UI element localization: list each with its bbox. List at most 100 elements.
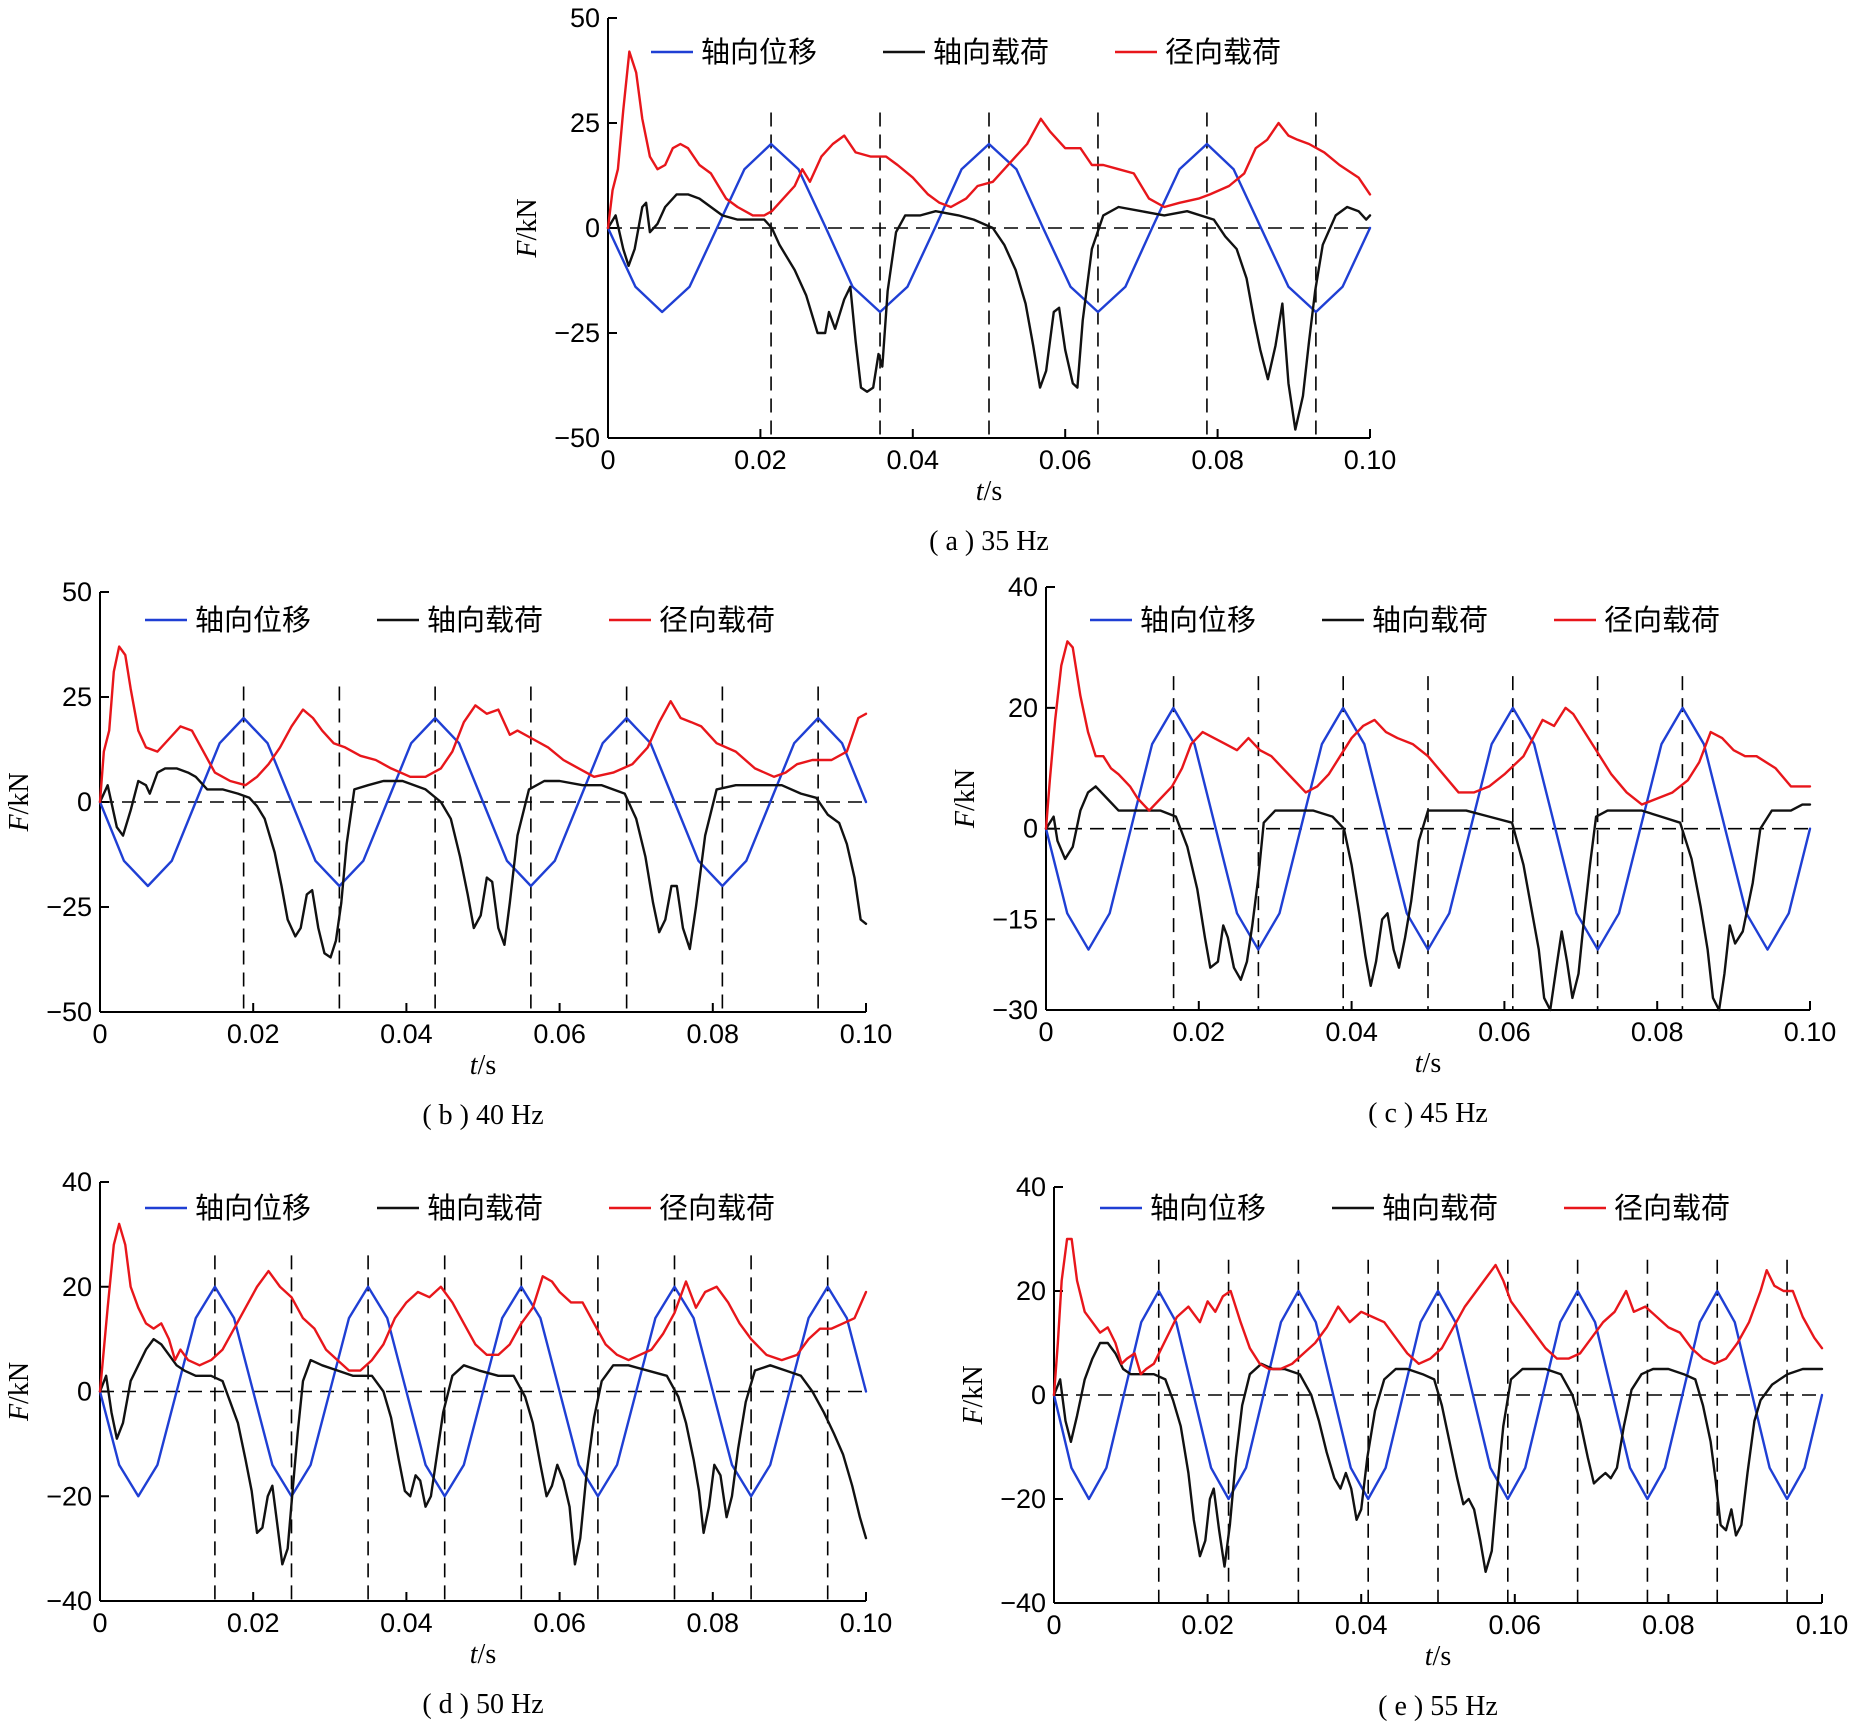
- y-tick-label: 20: [1016, 1276, 1046, 1306]
- y-tick-label: 40: [1008, 572, 1038, 602]
- series-line-black: [98, 1337, 868, 1566]
- x-axis-symbol: t: [470, 1050, 479, 1081]
- series-line-red: [1044, 640, 1812, 830]
- series-line-black: [98, 767, 868, 959]
- panel-caption: ( b ) 40 Hz: [422, 1100, 543, 1131]
- series-line-red: [606, 50, 1372, 230]
- series-line-blue: [606, 142, 1372, 314]
- y-tick-label: −40: [1000, 1588, 1046, 1618]
- chart-panel-e: −40 −20 0 20 40 0 0.02 0.04 0.06 0.08 0.10 轴向位移 轴向载荷…: [958, 1172, 1848, 1722]
- y-axis-unit: /kN: [4, 772, 35, 814]
- x-axis-symbol: t: [1425, 1641, 1434, 1672]
- panel-caption: ( c ) 45 Hz: [1368, 1098, 1488, 1129]
- x-tick-label: 0.08: [1642, 1610, 1695, 1640]
- legend-label: 径向载荷: [659, 603, 775, 637]
- y-tick-label: 0: [77, 787, 92, 817]
- y-axis-symbol: F: [958, 1407, 989, 1426]
- y-tick-label: −15: [992, 904, 1038, 934]
- y-axis-unit: /kN: [950, 769, 981, 811]
- x-tick-label: 0.08: [687, 1019, 740, 1049]
- legend-label: 轴向位移: [1140, 603, 1256, 637]
- y-tick-label: 40: [1016, 1172, 1046, 1202]
- x-tick-label: 0.04: [1335, 1610, 1388, 1640]
- y-tick-label: −20: [1000, 1484, 1046, 1514]
- y-axis-symbol: F: [512, 240, 543, 259]
- y-tick-label: 20: [1008, 693, 1038, 723]
- series-line-blue: [98, 1285, 868, 1498]
- y-tick-label: 0: [1023, 814, 1038, 844]
- x-axis-symbol: t: [976, 476, 985, 507]
- series-line-red: [98, 645, 868, 804]
- x-axis-title: t/s: [1425, 1641, 1451, 1672]
- y-tick-label: 50: [570, 3, 600, 33]
- series-line-black: [606, 193, 1372, 431]
- series-line-red: [98, 1222, 868, 1393]
- x-tick-label: 0.06: [533, 1019, 586, 1049]
- legend-label: 径向载荷: [659, 1191, 775, 1225]
- series-line-blue: [1052, 1289, 1824, 1501]
- x-axis-symbol: t: [1415, 1048, 1424, 1079]
- legend-label: 径向载荷: [1614, 1191, 1730, 1225]
- x-axis-title: t/s: [976, 476, 1002, 507]
- y-axis-symbol: F: [4, 814, 35, 833]
- x-tick-label: 0.04: [380, 1608, 433, 1638]
- y-tick-label: −25: [46, 892, 92, 922]
- x-tick-label: 0: [1038, 1017, 1053, 1047]
- x-axis-unit: /s: [1423, 1048, 1442, 1079]
- x-tick-label: 0.04: [887, 445, 940, 475]
- legend: 轴向位移 轴向载荷 径向载荷: [651, 35, 1281, 69]
- x-tick-label: 0.08: [1191, 445, 1244, 475]
- x-axis-unit: /s: [1433, 1641, 1452, 1672]
- x-axis-symbol: t: [470, 1639, 479, 1670]
- series-line-red: [1052, 1237, 1824, 1397]
- y-axis-title: F/kN: [950, 769, 981, 829]
- y-tick-label: −30: [992, 995, 1038, 1025]
- x-tick-label: 0: [600, 445, 615, 475]
- legend-label: 轴向载荷: [427, 1191, 543, 1225]
- legend-label: 径向载荷: [1165, 35, 1281, 69]
- x-axis-unit: /s: [984, 476, 1003, 507]
- y-tick-label: −50: [46, 997, 92, 1027]
- legend-label: 轴向位移: [195, 603, 311, 637]
- chart-panel-a: −50 −25 0 25 50 0 0.02 0.04 0.06 0.08 0.10 轴向位移 轴向载荷…: [512, 3, 1396, 557]
- y-tick-label: −25: [554, 318, 600, 348]
- x-tick-label: 0.02: [227, 1019, 280, 1049]
- legend-label: 轴向载荷: [933, 35, 1049, 69]
- legend: 轴向位移 轴向载荷 径向载荷: [145, 1191, 775, 1225]
- series-line-black: [1044, 785, 1812, 1012]
- x-axis-unit: /s: [478, 1639, 497, 1670]
- y-tick-label: 25: [570, 108, 600, 138]
- x-tick-label: 0.08: [687, 1608, 740, 1638]
- y-axis-symbol: F: [4, 1403, 35, 1422]
- x-tick-label: 0.10: [1344, 445, 1397, 475]
- x-tick-label: 0.10: [1796, 1610, 1849, 1640]
- y-axis-title: F/kN: [4, 1362, 35, 1422]
- legend-label: 轴向位移: [1150, 1191, 1266, 1225]
- x-axis-title: t/s: [1415, 1048, 1441, 1079]
- y-axis-unit: /kN: [512, 198, 543, 240]
- series-line-blue: [1044, 706, 1812, 951]
- y-tick-label: 0: [585, 213, 600, 243]
- x-tick-label: 0.06: [1489, 1610, 1542, 1640]
- x-axis-title: t/s: [470, 1639, 496, 1670]
- x-tick-label: 0.02: [734, 445, 787, 475]
- x-tick-label: 0: [92, 1608, 107, 1638]
- y-axis-title: F/kN: [4, 772, 35, 832]
- x-tick-label: 0.02: [227, 1608, 280, 1638]
- x-tick-label: 0.08: [1631, 1017, 1684, 1047]
- y-tick-label: −40: [46, 1586, 92, 1616]
- series-line-black: [1052, 1341, 1824, 1573]
- chart-panel-d: −40 −20 0 20 40 0 0.02 0.04 0.06 0.08 0.10 轴向位移 轴向载荷…: [4, 1167, 892, 1720]
- y-tick-label: 25: [62, 682, 92, 712]
- x-tick-label: 0.06: [1478, 1017, 1531, 1047]
- series-line-blue: [98, 716, 868, 888]
- legend-label: 轴向位移: [195, 1191, 311, 1225]
- legend: 轴向位移 轴向载荷 径向载荷: [145, 603, 775, 637]
- legend-label: 径向载荷: [1604, 603, 1720, 637]
- y-axis-symbol: F: [950, 810, 981, 829]
- y-tick-label: −20: [46, 1481, 92, 1511]
- x-tick-label: 0.10: [840, 1019, 893, 1049]
- x-tick-label: 0.10: [1784, 1017, 1837, 1047]
- chart-panel-c: −30 −15 0 20 40 0 0.02 0.04 0.06 0.08 0.10 轴向位移 轴向载荷…: [950, 572, 1836, 1129]
